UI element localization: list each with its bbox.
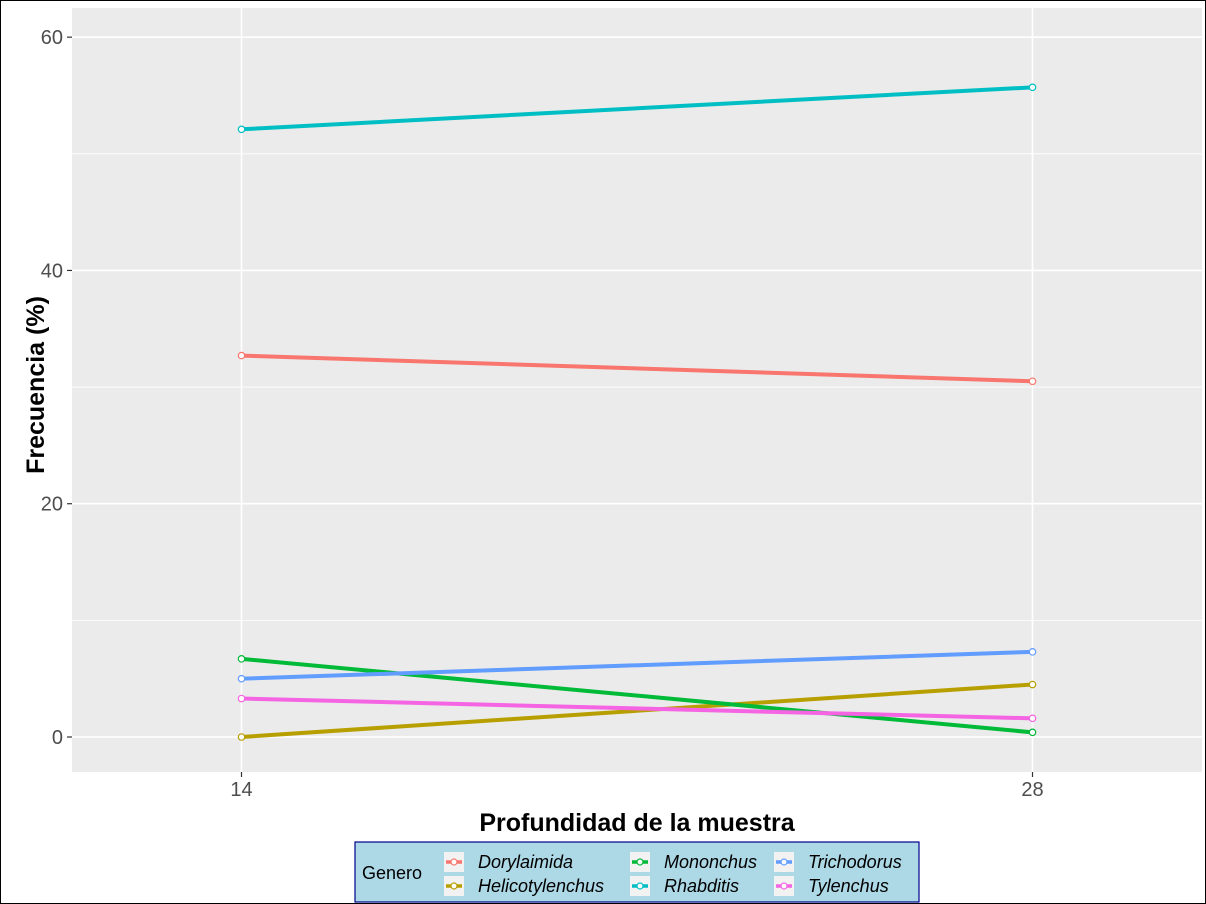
legend-label: Rhabditis [664,876,739,896]
legend-key-point [450,882,458,890]
data-point [1028,680,1037,689]
legend-items: Dorylaimida Helicotylenchus Mononchus Rhabd… [444,852,902,896]
legend-label: Mononchus [664,852,757,872]
legend-item-rhabditis: Rhabditis [630,876,739,896]
legend-label: Trichodorus [808,852,902,872]
data-point [237,351,246,360]
series-line [239,656,1035,735]
legend-label: Helicotylenchus [478,876,604,896]
data-point [1028,714,1037,723]
data-point [237,655,246,663]
legend: Genero Dorylaimida Helicotylenchus Mononch… [354,841,920,903]
data-point [237,125,246,134]
series-helicotylenchus [237,680,1037,741]
series-line [239,682,1035,740]
y-tick-label: 20 [41,494,63,516]
data-point [1028,648,1037,656]
legend-item-trichodorus: Trichodorus [774,852,902,872]
legend-key-point [636,882,644,890]
x-tick-label: 28 [1021,779,1043,801]
data-point [237,733,246,741]
series-dorylaimida [237,351,1037,386]
legend-key-point [780,882,788,890]
series-layer [237,83,1037,741]
y-tick-label: 40 [41,260,63,282]
series-line [239,696,1035,721]
x-axis-title: Profundidad de la muestra [479,809,795,837]
series-trichodorus [237,648,1037,683]
legend-label: Dorylaimida [478,852,573,872]
legend-item-mononchus: Mononchus [630,852,757,872]
minor-gridlines [72,153,1202,621]
x-axis-ticks: 14 28 [230,772,1044,801]
series-line [239,649,1035,681]
series-mononchus [237,655,1037,737]
data-point [1028,377,1037,386]
legend-key-point [780,858,788,866]
legend-item-dorylaimida: Dorylaimida [444,852,573,872]
legend-label: Tylenchus [808,876,889,896]
legend-key-point [450,858,458,866]
legend-key-point [636,858,644,866]
plot-panel [72,8,1202,772]
y-tick-label: 60 [41,27,63,49]
legend-title: Genero [362,863,422,883]
data-point [237,694,246,703]
data-point [1028,728,1037,737]
legend-item-tylenchus: Tylenchus [774,876,889,896]
series-line [239,353,1035,384]
data-point [1028,83,1037,92]
data-point [237,674,246,683]
y-tick-label: 0 [52,727,63,749]
series-rhabditis [237,83,1037,134]
y-axis-ticks: 0 20 40 60 [41,27,72,749]
x-tick-label: 14 [230,779,252,801]
series-tylenchus [237,694,1037,723]
major-gridlines [72,8,1202,772]
series-line [239,85,1035,132]
legend-item-helicotylenchus: Helicotylenchus [444,876,604,896]
y-axis-title: Frecuencia (%) [22,296,50,474]
